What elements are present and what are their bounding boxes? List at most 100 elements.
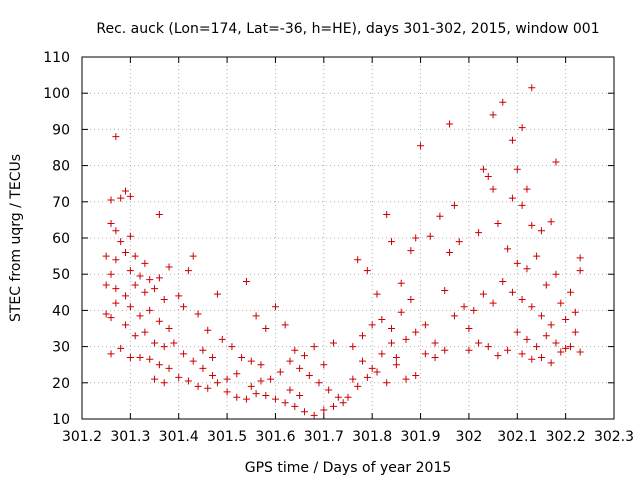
data-point bbox=[392, 361, 400, 369]
data-point bbox=[209, 353, 217, 361]
data-point bbox=[141, 259, 149, 267]
data-point bbox=[513, 328, 521, 336]
data-point bbox=[484, 343, 492, 351]
data-point bbox=[552, 158, 560, 166]
data-point bbox=[557, 348, 565, 356]
data-point bbox=[484, 172, 492, 180]
data-point bbox=[151, 375, 159, 383]
data-point bbox=[131, 281, 139, 289]
x-tick-labels: 301.2 301.3 301.4 301.5 301.6 301.7 301.8 301.9… bbox=[62, 429, 634, 445]
data-point bbox=[552, 339, 560, 347]
data-point bbox=[363, 373, 371, 381]
data-point bbox=[368, 364, 376, 372]
data-point bbox=[402, 375, 410, 383]
data-point bbox=[320, 406, 328, 414]
data-point bbox=[402, 335, 410, 343]
data-point bbox=[107, 314, 115, 322]
data-point bbox=[291, 402, 299, 410]
data-point bbox=[228, 343, 236, 351]
data-point bbox=[223, 388, 231, 396]
data-point bbox=[542, 281, 550, 289]
data-point bbox=[117, 238, 125, 246]
y-tick-label: 60 bbox=[52, 231, 70, 247]
data-point bbox=[271, 303, 279, 311]
data-point bbox=[518, 124, 526, 132]
data-point bbox=[170, 339, 178, 347]
data-point bbox=[518, 201, 526, 209]
y-tick-label: 70 bbox=[52, 195, 70, 211]
data-point bbox=[146, 355, 154, 363]
data-point bbox=[102, 252, 110, 260]
data-point bbox=[349, 375, 357, 383]
data-point bbox=[349, 343, 357, 351]
data-point bbox=[146, 306, 154, 314]
x-tick-label: 302 bbox=[456, 429, 483, 445]
data-point bbox=[392, 353, 400, 361]
y-tick-label: 10 bbox=[52, 412, 70, 428]
data-point bbox=[126, 267, 134, 275]
data-point bbox=[533, 343, 541, 351]
x-tick-label: 302.2 bbox=[546, 429, 586, 445]
data-point bbox=[489, 111, 497, 119]
x-tick-label: 301.5 bbox=[207, 429, 247, 445]
data-point bbox=[126, 232, 134, 240]
data-point bbox=[122, 187, 130, 195]
data-point bbox=[136, 312, 144, 320]
data-point bbox=[518, 350, 526, 358]
data-point bbox=[151, 285, 159, 293]
data-point bbox=[421, 350, 429, 358]
data-point bbox=[557, 299, 565, 307]
data-point bbox=[334, 393, 342, 401]
data-point bbox=[571, 308, 579, 316]
data-point bbox=[305, 372, 313, 380]
y-tick-label: 30 bbox=[52, 340, 70, 356]
data-point bbox=[426, 232, 434, 240]
chart-title: Rec. auck (Lon=174, Lat=-36, h=HE), days… bbox=[96, 21, 599, 37]
data-point bbox=[296, 364, 304, 372]
data-point bbox=[155, 210, 163, 218]
data-point bbox=[547, 321, 555, 329]
data-point bbox=[160, 296, 168, 304]
data-point bbox=[155, 274, 163, 282]
data-point bbox=[412, 372, 420, 380]
data-point bbox=[189, 252, 197, 260]
data-point bbox=[552, 270, 560, 278]
data-point bbox=[165, 364, 173, 372]
data-point bbox=[325, 386, 333, 394]
data-point bbox=[281, 399, 289, 407]
x-tick-label: 301.7 bbox=[304, 429, 344, 445]
data-point bbox=[465, 346, 473, 354]
data-point bbox=[446, 248, 454, 256]
data-point bbox=[499, 98, 507, 106]
data-point bbox=[397, 308, 405, 316]
data-point bbox=[160, 343, 168, 351]
data-point bbox=[523, 335, 531, 343]
data-point bbox=[233, 393, 241, 401]
data-point bbox=[576, 267, 584, 275]
data-point bbox=[247, 357, 255, 365]
data-point bbox=[431, 339, 439, 347]
data-point bbox=[151, 339, 159, 347]
data-point bbox=[383, 379, 391, 387]
data-point bbox=[223, 375, 231, 383]
data-point bbox=[479, 290, 487, 298]
data-point bbox=[513, 259, 521, 267]
y-tick-label: 20 bbox=[52, 376, 70, 392]
data-point bbox=[504, 245, 512, 253]
data-point bbox=[373, 368, 381, 376]
data-point bbox=[562, 344, 570, 352]
data-point bbox=[252, 312, 260, 320]
data-point bbox=[479, 165, 487, 173]
y-tick-label: 110 bbox=[43, 50, 70, 66]
data-point bbox=[542, 332, 550, 340]
data-point bbox=[213, 379, 221, 387]
data-point bbox=[576, 348, 584, 356]
y-tick-label: 40 bbox=[52, 303, 70, 319]
data-point bbox=[489, 299, 497, 307]
data-point bbox=[475, 339, 483, 347]
data-point bbox=[189, 357, 197, 365]
data-point bbox=[242, 395, 250, 403]
data-point bbox=[146, 276, 154, 284]
x-tick-label: 301.3 bbox=[110, 429, 150, 445]
